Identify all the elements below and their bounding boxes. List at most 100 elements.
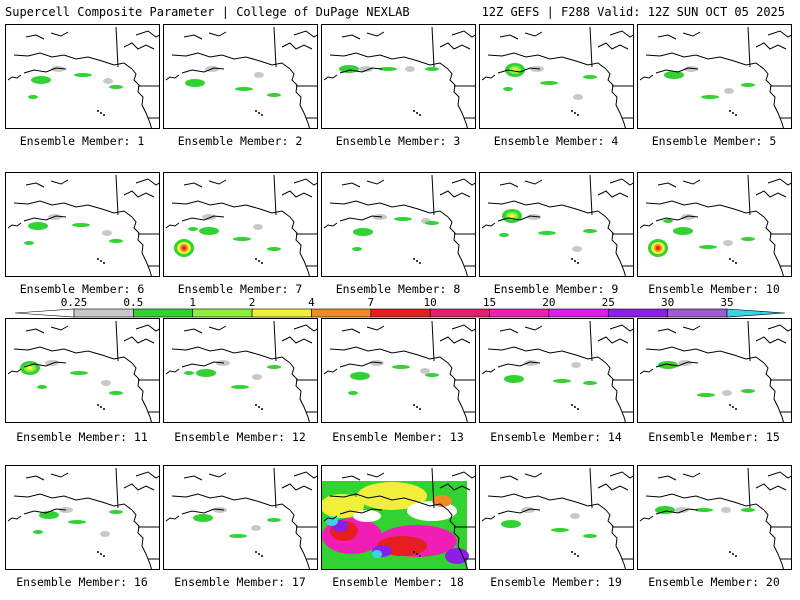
scp-contour bbox=[37, 385, 47, 389]
scp-contour bbox=[184, 371, 194, 375]
coastline bbox=[605, 216, 626, 276]
colorbar-tick-label: 30 bbox=[661, 296, 674, 309]
scp-contour bbox=[109, 239, 123, 243]
colorbar-tick-label: 10 bbox=[424, 296, 437, 309]
ensemble-member-caption: Ensemble Member: 4 bbox=[493, 134, 619, 148]
coastline bbox=[131, 509, 152, 569]
coastline bbox=[165, 74, 180, 81]
map-canvas bbox=[7, 320, 159, 422]
map-canvas bbox=[165, 467, 317, 569]
coastline bbox=[289, 509, 310, 569]
scp-contour bbox=[102, 230, 112, 236]
scp-contour bbox=[372, 550, 382, 558]
coastline bbox=[281, 42, 313, 50]
hawaii-island bbox=[729, 551, 731, 553]
ensemble-member-caption: Ensemble Member: 20 bbox=[648, 575, 780, 589]
hawaii-island bbox=[729, 258, 731, 260]
scp-contour bbox=[229, 534, 247, 538]
coastline bbox=[183, 472, 227, 481]
coastline bbox=[639, 222, 654, 229]
scp-contour bbox=[501, 520, 521, 528]
scp-contour bbox=[695, 508, 713, 512]
scp-contour bbox=[267, 365, 281, 369]
colorbar-segment bbox=[667, 308, 728, 318]
scp-contour bbox=[199, 227, 219, 235]
coastline bbox=[447, 68, 468, 128]
coastline bbox=[589, 26, 593, 68]
scp-contour bbox=[350, 372, 370, 380]
scp-contour bbox=[339, 65, 359, 73]
scp-contour bbox=[252, 374, 262, 380]
coastline bbox=[645, 493, 765, 511]
hawaii-island bbox=[574, 553, 576, 555]
colorbar-tick-label: 1 bbox=[189, 296, 196, 309]
coastline bbox=[609, 30, 633, 38]
coastline bbox=[447, 362, 468, 422]
ensemble-member-map bbox=[479, 318, 634, 423]
map-canvas bbox=[165, 320, 317, 422]
scp-contour bbox=[658, 361, 678, 369]
coastline bbox=[7, 515, 22, 522]
coastline bbox=[123, 42, 155, 50]
colorbar-segment bbox=[489, 308, 550, 318]
scp-contour bbox=[504, 375, 524, 383]
run-valid-time: 12Z GEFS | F288 Valid: 12Z SUN OCT 05 20… bbox=[481, 5, 785, 19]
map-canvas bbox=[639, 320, 791, 422]
hawaii-island bbox=[735, 262, 737, 264]
coastline bbox=[645, 52, 765, 70]
scp-contour bbox=[553, 379, 571, 383]
coastline bbox=[487, 493, 607, 511]
hawaii-island bbox=[735, 114, 737, 116]
coastline bbox=[341, 472, 385, 481]
scp-contour bbox=[405, 66, 415, 72]
coastline bbox=[499, 325, 543, 334]
coastline bbox=[323, 368, 338, 375]
scp-contour bbox=[353, 228, 373, 236]
coastline bbox=[289, 362, 310, 422]
ensemble-member-caption: Ensemble Member: 3 bbox=[335, 134, 461, 148]
coastline bbox=[605, 68, 626, 128]
coastline bbox=[329, 52, 449, 70]
colorbar-segment bbox=[548, 308, 609, 318]
coastline bbox=[165, 368, 180, 375]
coastline bbox=[655, 67, 699, 74]
hawaii-island bbox=[577, 555, 579, 557]
coastline bbox=[7, 74, 22, 81]
hawaii-island bbox=[732, 406, 734, 408]
coastline bbox=[25, 179, 69, 188]
coastline bbox=[273, 467, 277, 509]
scp-contour bbox=[326, 516, 338, 526]
coastline bbox=[13, 52, 133, 70]
coastline bbox=[25, 325, 69, 334]
colorbar-tick-label: 15 bbox=[483, 296, 496, 309]
scp-contour bbox=[103, 78, 113, 84]
hawaii-island bbox=[574, 112, 576, 114]
ensemble-member-map bbox=[321, 465, 476, 570]
hawaii-island bbox=[258, 553, 260, 555]
coastline bbox=[655, 215, 699, 222]
coastline bbox=[431, 320, 435, 362]
coastline bbox=[131, 68, 152, 128]
coastline bbox=[447, 216, 468, 276]
hawaii-island bbox=[732, 553, 734, 555]
coastline bbox=[657, 472, 701, 481]
ensemble-member-caption: Ensemble Member: 12 bbox=[174, 430, 306, 444]
scp-contour bbox=[722, 390, 732, 396]
ensemble-member-caption: Ensemble Member: 19 bbox=[490, 575, 622, 589]
scp-contour bbox=[572, 246, 582, 252]
hawaii-island bbox=[416, 112, 418, 114]
coastline bbox=[481, 515, 496, 522]
scp-contour bbox=[420, 368, 430, 374]
scp-contour bbox=[196, 369, 216, 377]
scp-contour bbox=[524, 360, 538, 366]
coastline bbox=[115, 467, 119, 509]
hawaii-island bbox=[732, 112, 734, 114]
ensemble-member-map bbox=[479, 172, 634, 277]
map-canvas bbox=[165, 26, 317, 128]
hawaii-island bbox=[258, 406, 260, 408]
colorbar-tick-label: 20 bbox=[542, 296, 555, 309]
coastline bbox=[597, 190, 629, 198]
coastline bbox=[339, 361, 383, 368]
hawaii-island bbox=[419, 114, 421, 116]
hawaii-island bbox=[103, 408, 105, 410]
